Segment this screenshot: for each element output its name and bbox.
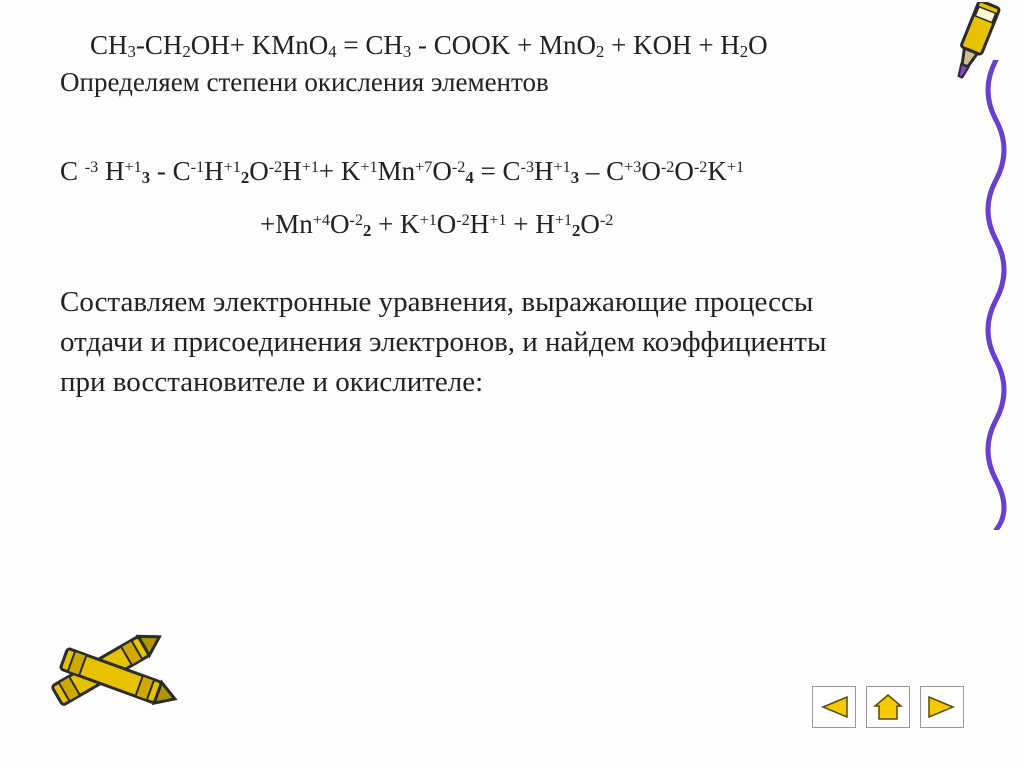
nav-prev-button[interactable]	[812, 686, 856, 728]
nav-next-button[interactable]	[920, 686, 964, 728]
arrow-right-icon	[927, 693, 957, 721]
arrow-left-icon	[819, 693, 849, 721]
oxidation-states-line2: +Mn+4O-22 + K+1O-2H+1 + H+12O-2	[260, 207, 964, 242]
nav-bar	[812, 686, 964, 728]
chemical-equation-main: CH3-CH2OH+ KMnO4 = CH3 - COOK + MnO2 + K…	[90, 28, 964, 63]
wavy-line-icon	[976, 60, 1016, 530]
body-paragraph: Составляем электронные уравнения, выража…	[60, 282, 840, 402]
oxidation-determine-text: Определяем степени окисления элементов	[60, 65, 964, 100]
slide: CH3-CH2OH+ KMnO4 = CH3 - COOK + MnO2 + K…	[0, 0, 1024, 768]
home-icon	[873, 693, 903, 721]
oxidation-states-line1: C -3 H+13 - C-1H+12O-2H+1+ K+1Mn+7O-24 =…	[60, 154, 964, 189]
crayons-icon	[40, 610, 200, 720]
nav-home-button[interactable]	[866, 686, 910, 728]
